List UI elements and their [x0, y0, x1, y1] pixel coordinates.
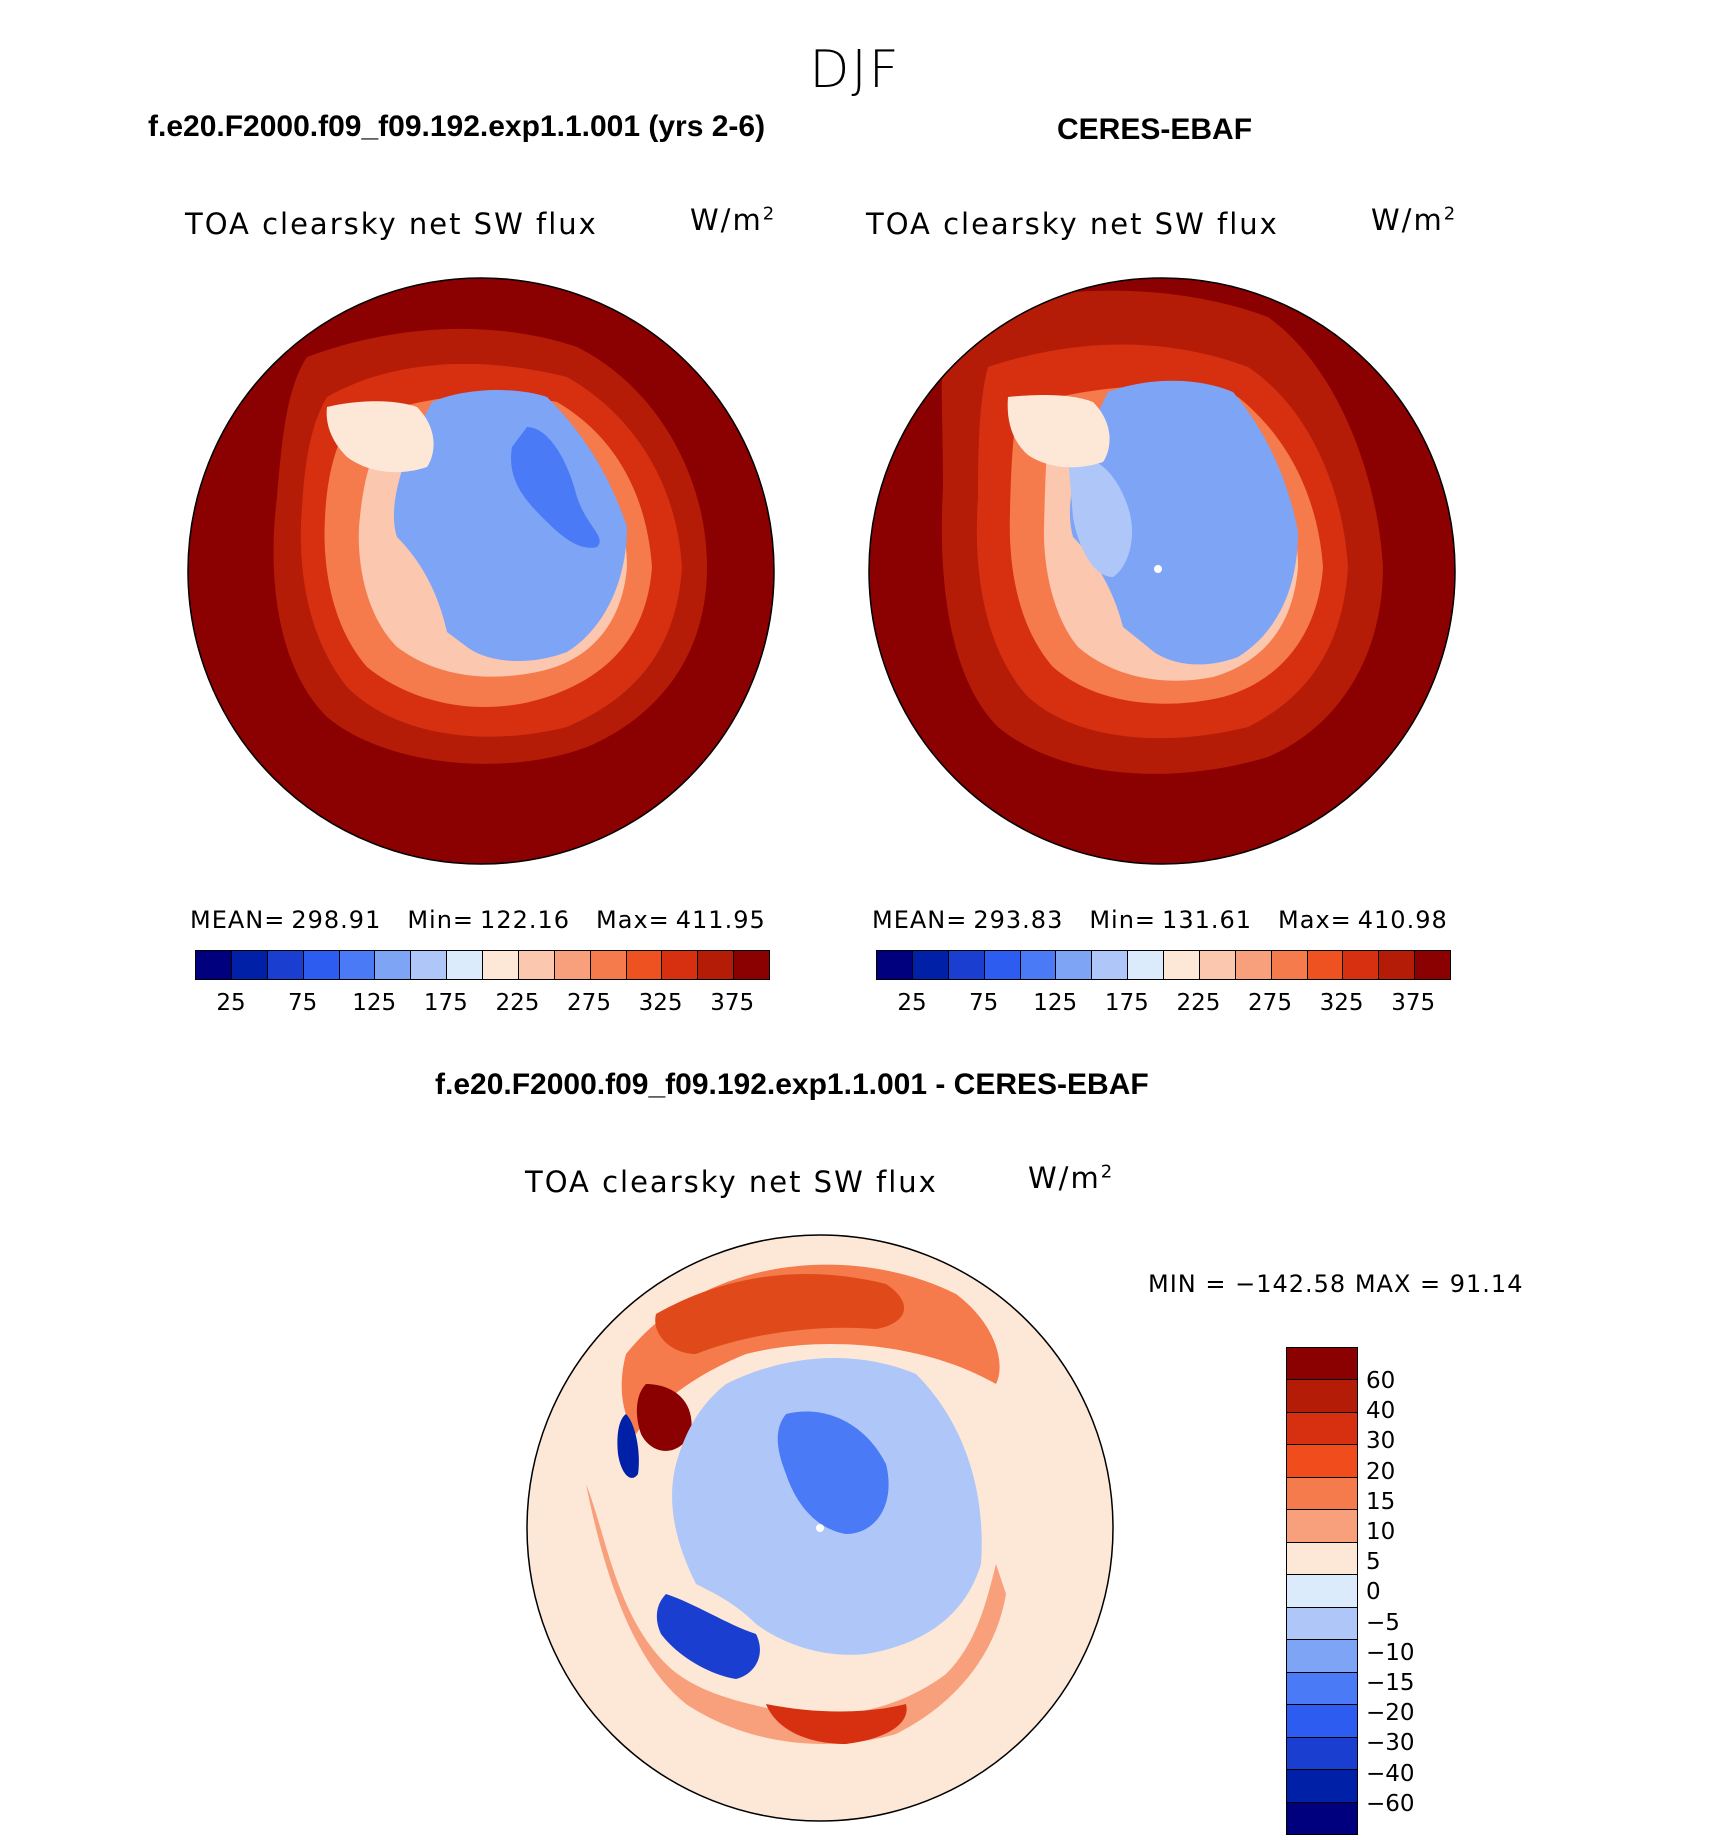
colorbar-swatch — [877, 951, 913, 979]
panel2-stats: MEAN= 293.83 Min= 131.61 Max= 410.98 — [872, 906, 1448, 934]
colorbar-swatch — [662, 951, 699, 979]
panel2-units: W/m2 — [1371, 203, 1458, 237]
colorbar-swatch — [1128, 951, 1164, 979]
colorbar-swatch — [1287, 1412, 1357, 1446]
colorbar-swatch — [912, 951, 949, 979]
panel1-polar-map — [187, 277, 775, 865]
colorbar-swatch — [1056, 951, 1093, 979]
colorbar-tick-label: −30 — [1366, 1730, 1415, 1757]
panel1-units: W/m2 — [690, 203, 777, 237]
colorbar-tick-label: 75 — [287, 990, 318, 1016]
colorbar-tick-label: 275 — [1248, 990, 1292, 1016]
colorbar-swatch — [231, 951, 268, 979]
colorbar-swatch — [1307, 951, 1344, 979]
colorbar-tick-label: −60 — [1366, 1790, 1415, 1817]
colorbar-tick-label: 175 — [423, 990, 468, 1016]
colorbar-tick-label: 25 — [216, 990, 246, 1016]
colorbar-tick-label: −20 — [1366, 1700, 1415, 1727]
colorbar-swatch — [411, 951, 448, 979]
colorbar-swatch — [1287, 1575, 1357, 1608]
colorbar-swatch — [1287, 1477, 1357, 1511]
panel1-stats: MEAN= 298.91 Min= 122.16 Max= 411.95 — [190, 906, 766, 934]
colorbar-swatch — [1020, 951, 1057, 979]
colorbar-swatch — [1287, 1672, 1357, 1706]
colorbar-swatch — [698, 951, 735, 979]
colorbar-swatch — [303, 951, 340, 979]
colorbar-swatch — [1287, 1445, 1357, 1478]
diff-minmax: MIN = −142.58 MAX = 91.14 — [1148, 1270, 1524, 1298]
colorbar-tick-label: 125 — [1033, 990, 1078, 1016]
colorbar-swatch — [447, 951, 483, 979]
colorbar-tick-label: 25 — [897, 990, 927, 1016]
colorbar-swatch — [984, 951, 1021, 979]
colorbar-swatch — [1287, 1510, 1357, 1543]
colorbar-tick-label: −40 — [1366, 1760, 1415, 1787]
colorbar-tick-label: 10 — [1366, 1519, 1396, 1545]
diff-variable: TOA clearsky net SW flux — [525, 1165, 938, 1199]
colorbar-tick-label: 75 — [968, 990, 999, 1016]
colorbar-swatch — [267, 951, 304, 979]
colorbar-swatch — [1287, 1737, 1357, 1771]
colorbar-swatch — [948, 951, 985, 979]
colorbar-tick-label: 225 — [495, 990, 540, 1016]
panel2-variable: TOA clearsky net SW flux — [866, 207, 1279, 241]
colorbar-tick-label: 375 — [710, 990, 755, 1016]
colorbar-swatch — [1287, 1640, 1357, 1673]
colorbar-swatch — [518, 951, 555, 979]
colorbar-tick-label: 5 — [1366, 1549, 1381, 1576]
panel2-colorbar — [876, 950, 1451, 980]
colorbar-tick-label: 225 — [1176, 990, 1221, 1016]
colorbar-swatch — [196, 951, 232, 979]
colorbar-tick-label: −5 — [1366, 1609, 1400, 1636]
colorbar-tick-label: 30 — [1366, 1428, 1396, 1455]
colorbar-swatch — [1287, 1802, 1357, 1835]
colorbar-tick-label: 60 — [1366, 1368, 1396, 1394]
diff-units: W/m2 — [1028, 1161, 1115, 1195]
colorbar-swatch — [554, 951, 591, 979]
diff-case-title: f.e20.F2000.f09_f09.192.exp1.1.001 - CER… — [435, 1068, 1149, 1101]
colorbar-tick-label: 325 — [1319, 990, 1364, 1016]
colorbar-swatch — [1287, 1770, 1357, 1803]
colorbar-swatch — [1343, 951, 1380, 979]
season-title: DJF — [809, 40, 901, 100]
colorbar-swatch — [1287, 1607, 1357, 1641]
colorbar-swatch — [339, 951, 376, 979]
colorbar-swatch — [1415, 951, 1450, 979]
colorbar-swatch — [1271, 951, 1308, 979]
colorbar-swatch — [1287, 1542, 1357, 1576]
colorbar-swatch — [734, 951, 769, 979]
colorbar-tick-label: −15 — [1366, 1670, 1415, 1696]
colorbar-tick-label: 40 — [1366, 1398, 1396, 1425]
panel1-variable: TOA clearsky net SW flux — [185, 207, 598, 241]
colorbar-swatch — [375, 951, 412, 979]
colorbar-tick-label: 375 — [1391, 990, 1436, 1016]
colorbar-swatch — [1287, 1705, 1357, 1738]
panel1-case-title: f.e20.F2000.f09_f09.192.exp1.1.001 (yrs … — [148, 110, 766, 143]
colorbar-tick-label: 175 — [1104, 990, 1149, 1016]
colorbar-tick-label: 20 — [1366, 1458, 1396, 1485]
colorbar-swatch — [590, 951, 627, 979]
colorbar-tick-label: −10 — [1366, 1639, 1415, 1666]
diff-colorbar — [1286, 1347, 1358, 1835]
colorbar-swatch — [1199, 951, 1236, 979]
panel2-case-title: CERES-EBAF — [1057, 113, 1253, 146]
colorbar-tick-label: 275 — [567, 990, 611, 1016]
colorbar-tick-label: 15 — [1366, 1488, 1396, 1515]
panel1-colorbar — [195, 950, 770, 980]
colorbar-swatch — [1287, 1380, 1357, 1413]
colorbar-swatch — [1287, 1348, 1357, 1381]
colorbar-swatch — [483, 951, 519, 979]
colorbar-swatch — [1092, 951, 1129, 979]
colorbar-tick-label: 325 — [638, 990, 683, 1016]
colorbar-tick-label: 0 — [1366, 1579, 1381, 1606]
colorbar-swatch — [1235, 951, 1272, 979]
diff-polar-map — [526, 1234, 1114, 1822]
panel2-polar-map — [868, 277, 1456, 865]
colorbar-tick-label: 125 — [352, 990, 397, 1016]
colorbar-swatch — [1379, 951, 1416, 979]
colorbar-swatch — [1164, 951, 1200, 979]
colorbar-swatch — [626, 951, 663, 979]
